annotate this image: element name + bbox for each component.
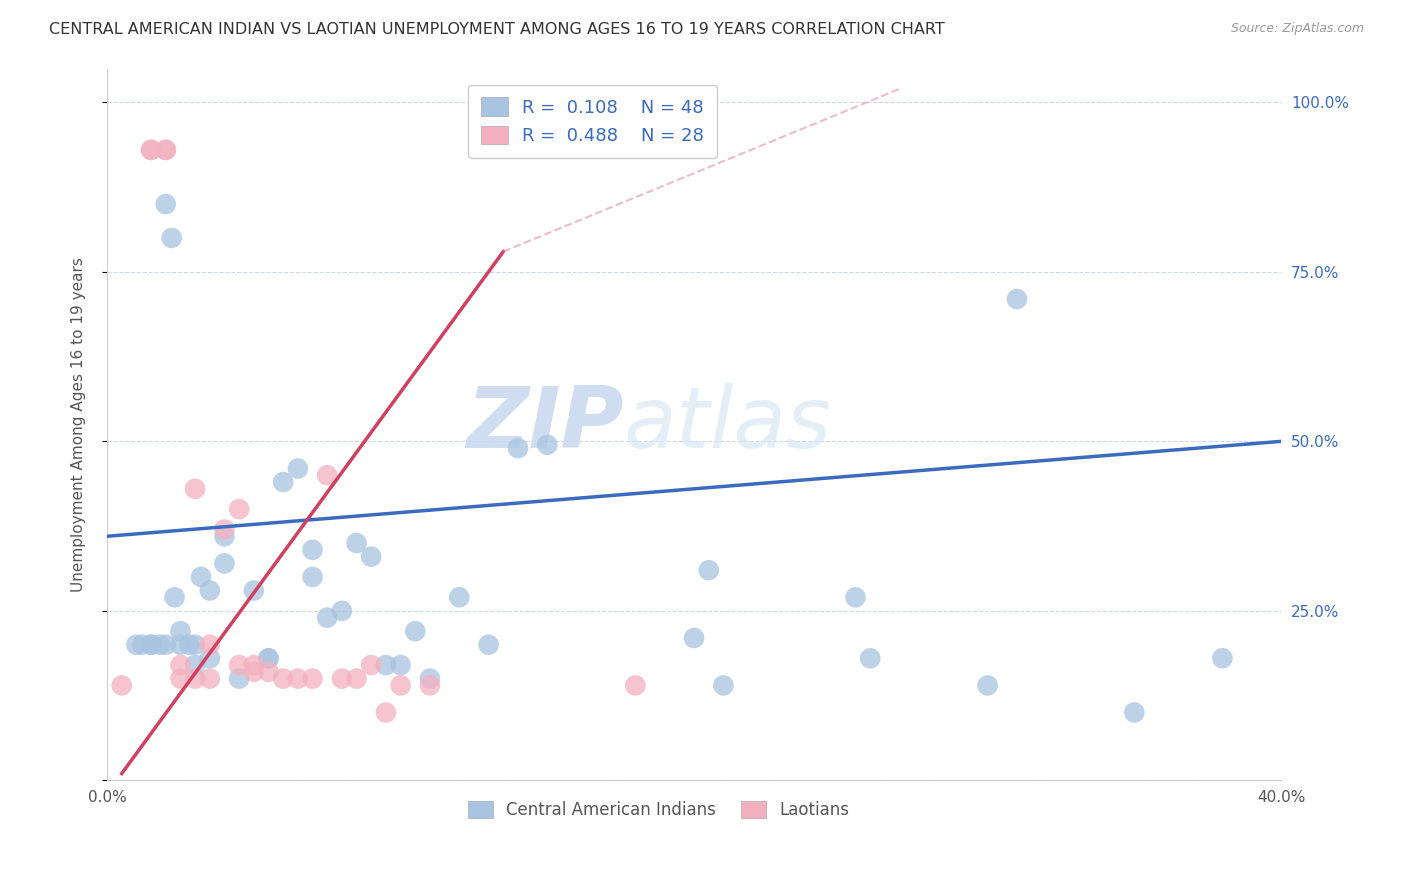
Point [198, 583, 221, 598]
Point [1123, 706, 1146, 720]
Point [844, 591, 866, 605]
Point [404, 624, 426, 639]
Point [257, 651, 280, 665]
Point [257, 651, 280, 665]
Point [713, 678, 735, 692]
Point [287, 672, 309, 686]
Point [346, 672, 368, 686]
Point [179, 638, 201, 652]
Point [125, 638, 148, 652]
Point [859, 651, 882, 665]
Point [169, 672, 191, 686]
Point [419, 678, 441, 692]
Point [214, 529, 236, 543]
Point [374, 706, 396, 720]
Point [243, 658, 266, 673]
Point [243, 583, 266, 598]
Text: Source: ZipAtlas.com: Source: ZipAtlas.com [1230, 22, 1364, 36]
Point [697, 563, 720, 577]
Point [139, 638, 162, 652]
Point [155, 143, 177, 157]
Point [184, 638, 207, 652]
Point [139, 143, 162, 157]
Point [163, 591, 186, 605]
Point [155, 638, 177, 652]
Point [198, 651, 221, 665]
Point [330, 672, 353, 686]
Point [131, 638, 153, 652]
Point [155, 143, 177, 157]
Point [271, 475, 294, 489]
Point [149, 638, 172, 652]
Text: CENTRAL AMERICAN INDIAN VS LAOTIAN UNEMPLOYMENT AMONG AGES 16 TO 19 YEARS CORREL: CENTRAL AMERICAN INDIAN VS LAOTIAN UNEMP… [49, 22, 945, 37]
Text: ZIP: ZIP [465, 383, 624, 466]
Point [346, 536, 368, 550]
Point [536, 438, 558, 452]
Point [301, 570, 323, 584]
Point [506, 441, 529, 455]
Point [111, 678, 134, 692]
Point [478, 638, 501, 652]
Point [389, 678, 412, 692]
Point [316, 468, 339, 483]
Point [184, 482, 207, 496]
Point [228, 502, 250, 516]
Point [449, 591, 471, 605]
Point [301, 542, 323, 557]
Text: atlas: atlas [624, 383, 831, 466]
Point [271, 672, 294, 686]
Point [228, 672, 250, 686]
Point [374, 658, 396, 673]
Point [287, 461, 309, 475]
Point [139, 638, 162, 652]
Point [624, 678, 647, 692]
Point [360, 549, 382, 564]
Point [301, 672, 323, 686]
Point [198, 638, 221, 652]
Point [155, 197, 177, 211]
Point [976, 678, 998, 692]
Point [389, 658, 412, 673]
Point [228, 658, 250, 673]
Point [184, 658, 207, 673]
Point [184, 672, 207, 686]
Point [683, 631, 706, 645]
Point [257, 665, 280, 679]
Y-axis label: Unemployment Among Ages 16 to 19 years: Unemployment Among Ages 16 to 19 years [72, 257, 86, 592]
Point [243, 665, 266, 679]
Point [190, 570, 212, 584]
Point [360, 658, 382, 673]
Point [419, 672, 441, 686]
Point [169, 638, 191, 652]
Point [160, 231, 183, 245]
Point [214, 523, 236, 537]
Point [214, 557, 236, 571]
Point [139, 143, 162, 157]
Point [169, 624, 191, 639]
Point [330, 604, 353, 618]
Point [169, 658, 191, 673]
Point [198, 672, 221, 686]
Legend: Central American Indians, Laotians: Central American Indians, Laotians [461, 794, 856, 825]
Point [316, 610, 339, 624]
Point [1005, 292, 1028, 306]
Point [1211, 651, 1233, 665]
